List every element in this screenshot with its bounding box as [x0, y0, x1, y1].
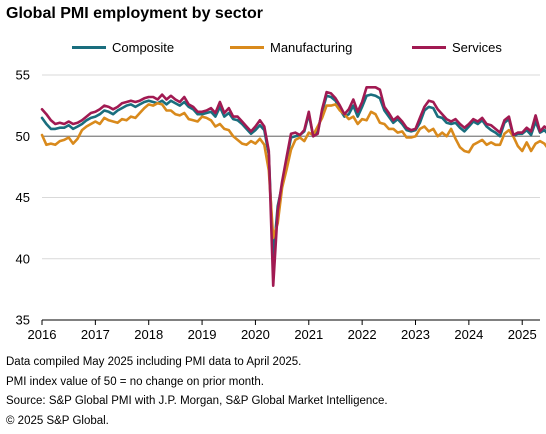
y-tick-label-45: 45	[16, 190, 30, 205]
y-tick-label-50: 50	[16, 129, 30, 144]
footnote-copyright: © 2025 S&P Global.	[6, 414, 109, 427]
legend-swatch-services	[412, 46, 446, 49]
legend-label-composite: Composite	[112, 40, 175, 55]
series-lines	[40, 86, 546, 288]
x-tick-label-2022: 2022	[348, 327, 377, 342]
legend-item-composite: Composite	[72, 40, 174, 55]
legend-swatch-manufacturing	[230, 46, 264, 49]
x-tick-label-2018: 2018	[134, 327, 163, 342]
x-tick-label-2021: 2021	[294, 327, 323, 342]
axes: 35 40 45 50 55 2016 2017 2018 2019 2020 2021 2022 20…	[16, 68, 540, 342]
series-line-manufacturing	[40, 101, 546, 240]
footnote-source: Source: S&P Global PMI with J.P. Morgan,…	[6, 395, 388, 407]
x-tick-label-2025: 2025	[508, 327, 537, 342]
legend-label-services: Services	[452, 40, 502, 55]
series-line-composite	[40, 93, 546, 261]
chart-legend: Composite Manufacturing Services	[0, 40, 546, 60]
legend-swatch-composite	[72, 46, 106, 49]
series-line-services	[40, 86, 546, 288]
x-tick-label-2024: 2024	[454, 327, 483, 342]
legend-item-services: Services	[412, 40, 502, 55]
chart-title: Global PMI employment by sector	[6, 5, 263, 22]
legend-item-manufacturing: Manufacturing	[230, 40, 352, 55]
footnote-data-compiled: Data compiled May 2025 including PMI dat…	[6, 356, 302, 368]
footnote-pmi-definition: PMI index value of 50 = no change on pri…	[6, 375, 264, 388]
x-tick-label-2020: 2020	[241, 327, 270, 342]
legend-label-manufacturing: Manufacturing	[270, 40, 353, 55]
y-tick-label-40: 40	[16, 251, 30, 266]
x-tick-label-2017: 2017	[81, 327, 110, 342]
x-tick-label-2019: 2019	[188, 327, 217, 342]
footnotes: Data compiled May 2025 including PMI dat…	[6, 353, 388, 431]
x-tick-label-2023: 2023	[401, 327, 430, 342]
y-tick-label-55: 55	[16, 68, 30, 83]
x-tick-label-2016: 2016	[28, 327, 57, 342]
y-tick-label-35: 35	[16, 313, 30, 328]
